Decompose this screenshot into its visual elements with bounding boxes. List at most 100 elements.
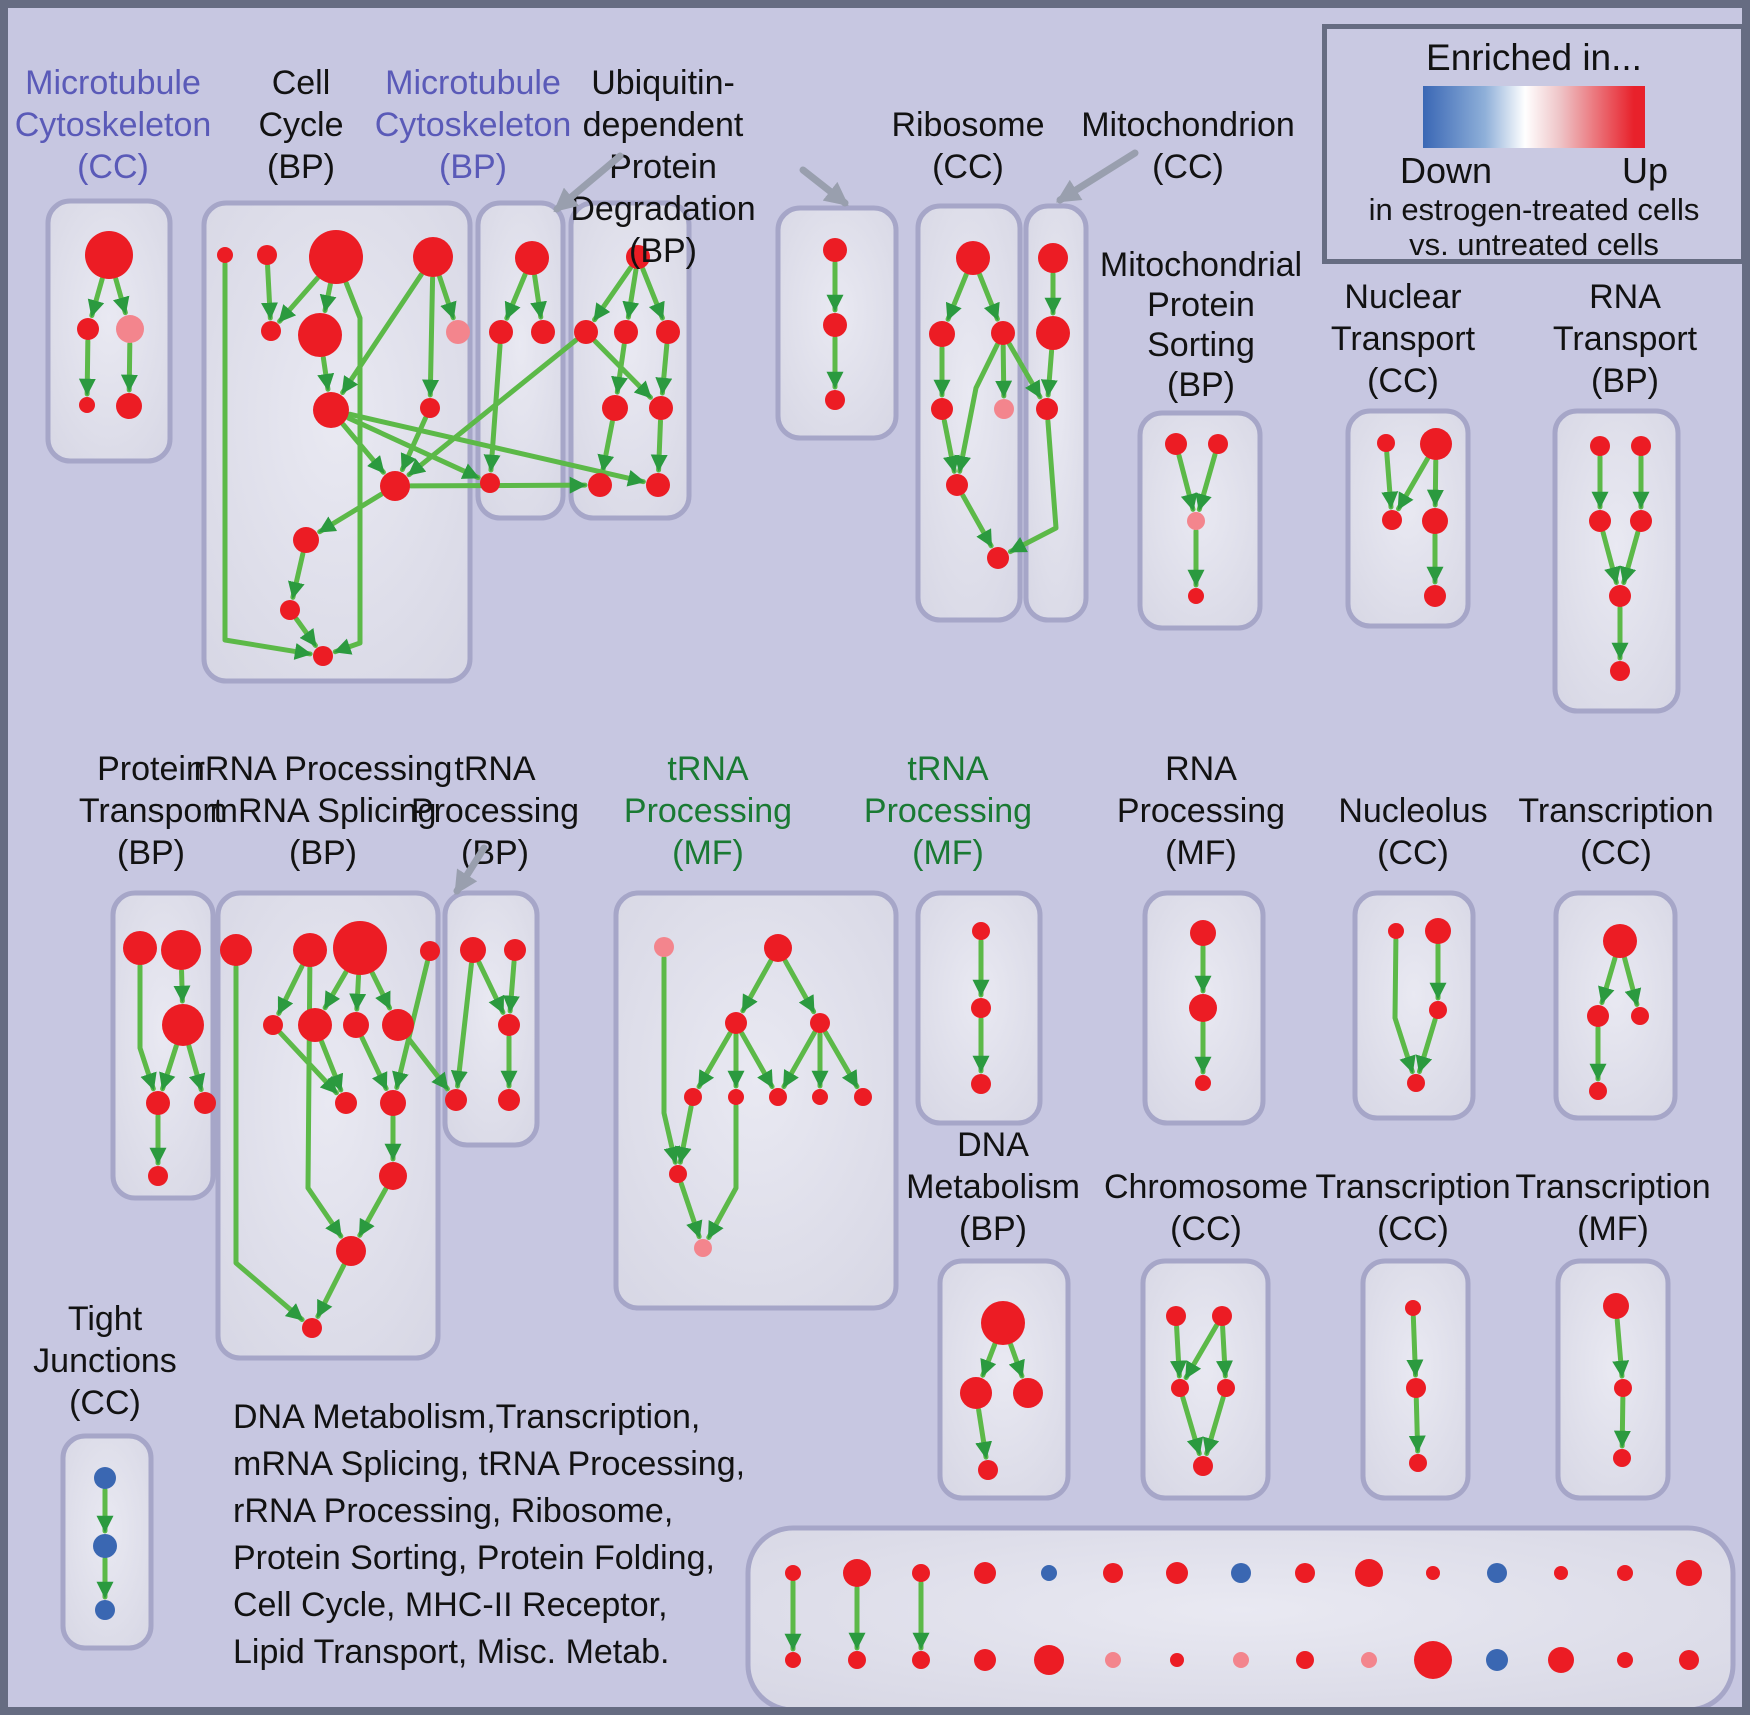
edge bbox=[530, 273, 547, 320]
label-ribosome-cc: Ribosome bbox=[891, 106, 1044, 144]
node-red bbox=[335, 1092, 357, 1114]
node-red bbox=[280, 600, 300, 620]
label-protein-transport-bp: Protein bbox=[97, 750, 205, 788]
node-red bbox=[257, 245, 277, 265]
edge bbox=[502, 959, 520, 1014]
node-red bbox=[379, 1162, 407, 1190]
label-trna-processing-mf-2: tRNA bbox=[907, 750, 989, 788]
edge bbox=[1408, 1396, 1426, 1454]
node-red bbox=[1589, 510, 1611, 532]
node-red bbox=[298, 1008, 332, 1042]
node-red bbox=[1589, 1082, 1607, 1100]
edge bbox=[186, 1043, 206, 1093]
label-protein-transport-bp: Transport bbox=[79, 792, 224, 830]
legend-gradient-bar bbox=[1423, 86, 1645, 148]
edge bbox=[305, 965, 344, 1239]
node-red bbox=[263, 1015, 283, 1035]
node-red bbox=[162, 1004, 204, 1046]
node-red bbox=[148, 1166, 168, 1186]
pointer-arrow bbox=[453, 844, 488, 896]
node-red bbox=[978, 1460, 998, 1480]
node-red bbox=[848, 1651, 866, 1669]
edge bbox=[340, 271, 424, 396]
node-red bbox=[336, 1236, 366, 1266]
node-red bbox=[602, 395, 628, 421]
cluster-box-rna-transport-bp bbox=[1552, 408, 1681, 714]
network-diagram: Microtubule Cytoskeleton (CC) Cell Cycle (BP)… bbox=[15, 64, 1736, 1707]
label-rna-processing-mf: RNA bbox=[1165, 750, 1237, 788]
edge bbox=[1613, 1395, 1631, 1449]
edge bbox=[739, 1030, 775, 1090]
node-red bbox=[1409, 1454, 1427, 1472]
label-ribosome-cc: (CC) bbox=[932, 148, 1004, 186]
edge bbox=[977, 272, 1000, 322]
edge bbox=[1598, 955, 1618, 1006]
node-pink bbox=[446, 320, 470, 344]
node-blue bbox=[93, 1534, 117, 1558]
label-chromosome-cc: Chromosome bbox=[1104, 1168, 1308, 1206]
label-nucleolus-cc: Nucleolus bbox=[1338, 792, 1487, 830]
node-red bbox=[293, 527, 319, 553]
label-rrna-processing-mrna-splicing-bp: (BP) bbox=[289, 834, 357, 872]
label-protein-transport-bp: (BP) bbox=[117, 834, 185, 872]
node-red bbox=[298, 313, 342, 357]
node-red bbox=[313, 392, 349, 428]
node-red bbox=[302, 1318, 322, 1338]
node-red bbox=[1548, 1647, 1574, 1673]
node-red bbox=[123, 931, 157, 965]
node-red bbox=[1554, 1566, 1568, 1580]
edge bbox=[597, 419, 615, 473]
node-pink bbox=[1105, 1652, 1121, 1668]
node-red bbox=[220, 934, 252, 966]
label-misc-cluster-list: Cell Cycle, MHC-II Receptor, bbox=[233, 1586, 668, 1624]
node-red bbox=[333, 921, 387, 975]
edge bbox=[1202, 1395, 1226, 1457]
legend-scale-labels: Down Up bbox=[1400, 150, 1668, 192]
node-red bbox=[656, 320, 680, 344]
node-red bbox=[588, 473, 612, 497]
node-red bbox=[974, 1562, 996, 1584]
edge bbox=[137, 963, 157, 1092]
node-red bbox=[912, 1564, 930, 1582]
node-red bbox=[626, 245, 650, 269]
edge bbox=[322, 969, 349, 1011]
label-trna-processing-mf-2: Processing bbox=[864, 792, 1032, 830]
pointer-arrow bbox=[799, 166, 849, 207]
node-pink bbox=[1233, 1652, 1249, 1668]
edge bbox=[120, 341, 138, 393]
node-red bbox=[1212, 1306, 1232, 1326]
label-trna-processing-mf-1: Processing bbox=[624, 792, 792, 830]
node-red bbox=[1036, 316, 1070, 350]
node-red bbox=[1590, 436, 1610, 456]
edge bbox=[340, 422, 386, 475]
node-red bbox=[946, 474, 968, 496]
edge bbox=[1169, 1324, 1187, 1379]
node-blue bbox=[1041, 1565, 1057, 1581]
label-microtubule-cytoskeleton-bp: Cytoskeleton bbox=[375, 106, 572, 144]
node-red bbox=[810, 1013, 830, 1033]
node-red bbox=[1377, 434, 1395, 452]
node-red bbox=[1405, 1300, 1421, 1316]
edge bbox=[1195, 452, 1218, 512]
cluster-box-nucleolus-cc bbox=[1352, 890, 1476, 1121]
edge bbox=[359, 1035, 389, 1092]
node-blue bbox=[94, 1467, 116, 1489]
label-mitochondrial-protein-sorting-bp: Sorting bbox=[1147, 326, 1255, 364]
label-rna-processing-mf: Processing bbox=[1117, 792, 1285, 830]
edge bbox=[640, 266, 665, 321]
cluster-box-rrna-processing-mrna-splicing-bp bbox=[215, 890, 441, 1361]
edge bbox=[975, 1407, 993, 1460]
label-dna-metabolism-bp: Metabolism bbox=[906, 1168, 1080, 1206]
node-red bbox=[1208, 434, 1228, 454]
node-blue bbox=[95, 1600, 115, 1620]
label-trna-processing-bp: Processing bbox=[411, 792, 579, 830]
edge bbox=[317, 491, 384, 535]
label-misc-cluster-list: Lipid Transport, Misc. Metab. bbox=[233, 1633, 670, 1671]
cluster-box-microtubule-cytoskeleton-cc bbox=[45, 198, 173, 464]
edge bbox=[592, 265, 634, 323]
node-red bbox=[785, 1652, 801, 1668]
edge bbox=[1180, 1395, 1204, 1457]
node-red bbox=[854, 1088, 872, 1106]
node-blue bbox=[1487, 1563, 1507, 1583]
cluster-box-transcription-mf-bottom bbox=[1555, 1258, 1671, 1501]
